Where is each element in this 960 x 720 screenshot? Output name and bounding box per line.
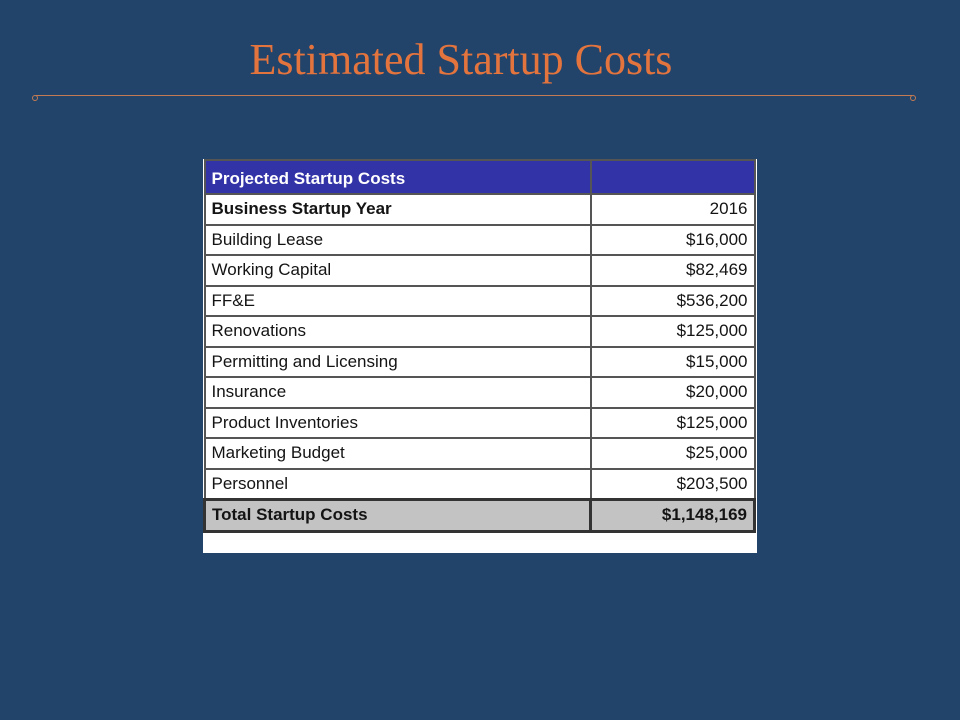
row-label: Marketing Budget bbox=[203, 437, 592, 470]
row-label: Insurance bbox=[203, 376, 592, 409]
total-label: Total Startup Costs bbox=[203, 498, 592, 533]
divider-end-right bbox=[910, 95, 916, 101]
row-label: Building Lease bbox=[203, 223, 592, 256]
table-header-label: Projected Startup Costs bbox=[203, 159, 592, 195]
row-label: Permitting and Licensing bbox=[203, 345, 592, 378]
row-value: $125,000 bbox=[589, 315, 756, 348]
startup-costs-table: Projected Startup Costs Business Startup… bbox=[203, 159, 756, 533]
row-value: $82,469 bbox=[589, 254, 756, 287]
table-row: Building Lease $16,000 bbox=[203, 223, 756, 256]
table-total-row: Total Startup Costs $1,148,169 bbox=[203, 498, 756, 533]
table-row: Insurance $20,000 bbox=[203, 376, 756, 409]
row-value: $203,500 bbox=[589, 467, 756, 501]
table-row: Business Startup Year 2016 bbox=[203, 193, 756, 226]
startup-costs-table-image: Projected Startup Costs Business Startup… bbox=[203, 159, 757, 553]
table-row: Permitting and Licensing $15,000 bbox=[203, 345, 756, 378]
row-label: FF&E bbox=[203, 284, 592, 317]
table-row: Product Inventories $125,000 bbox=[203, 406, 756, 439]
row-value: $15,000 bbox=[589, 345, 756, 378]
row-label: Business Startup Year bbox=[203, 193, 592, 226]
table-row: Renovations $125,000 bbox=[203, 315, 756, 348]
row-value: $16,000 bbox=[589, 223, 756, 256]
slide-title: Estimated Startup Costs bbox=[249, 35, 673, 84]
table-row: Personnel $203,500 bbox=[203, 467, 756, 501]
row-value: $125,000 bbox=[589, 406, 756, 439]
table-row: Marketing Budget $25,000 bbox=[203, 437, 756, 470]
table-row: Working Capital $82,469 bbox=[203, 254, 756, 287]
row-label: Working Capital bbox=[203, 254, 592, 287]
row-value: $536,200 bbox=[589, 284, 756, 317]
row-value: $25,000 bbox=[589, 437, 756, 470]
row-label: Renovations bbox=[203, 315, 592, 348]
divider-end-left bbox=[32, 95, 38, 101]
row-value: 2016 bbox=[589, 193, 756, 226]
table-header-value bbox=[589, 159, 756, 195]
row-label: Personnel bbox=[203, 467, 592, 501]
row-value: $20,000 bbox=[589, 376, 756, 409]
table-header-row: Projected Startup Costs bbox=[203, 159, 756, 195]
total-value: $1,148,169 bbox=[589, 498, 756, 533]
table-row: FF&E $536,200 bbox=[203, 284, 756, 317]
row-label: Product Inventories bbox=[203, 406, 592, 439]
title-divider bbox=[32, 95, 916, 101]
